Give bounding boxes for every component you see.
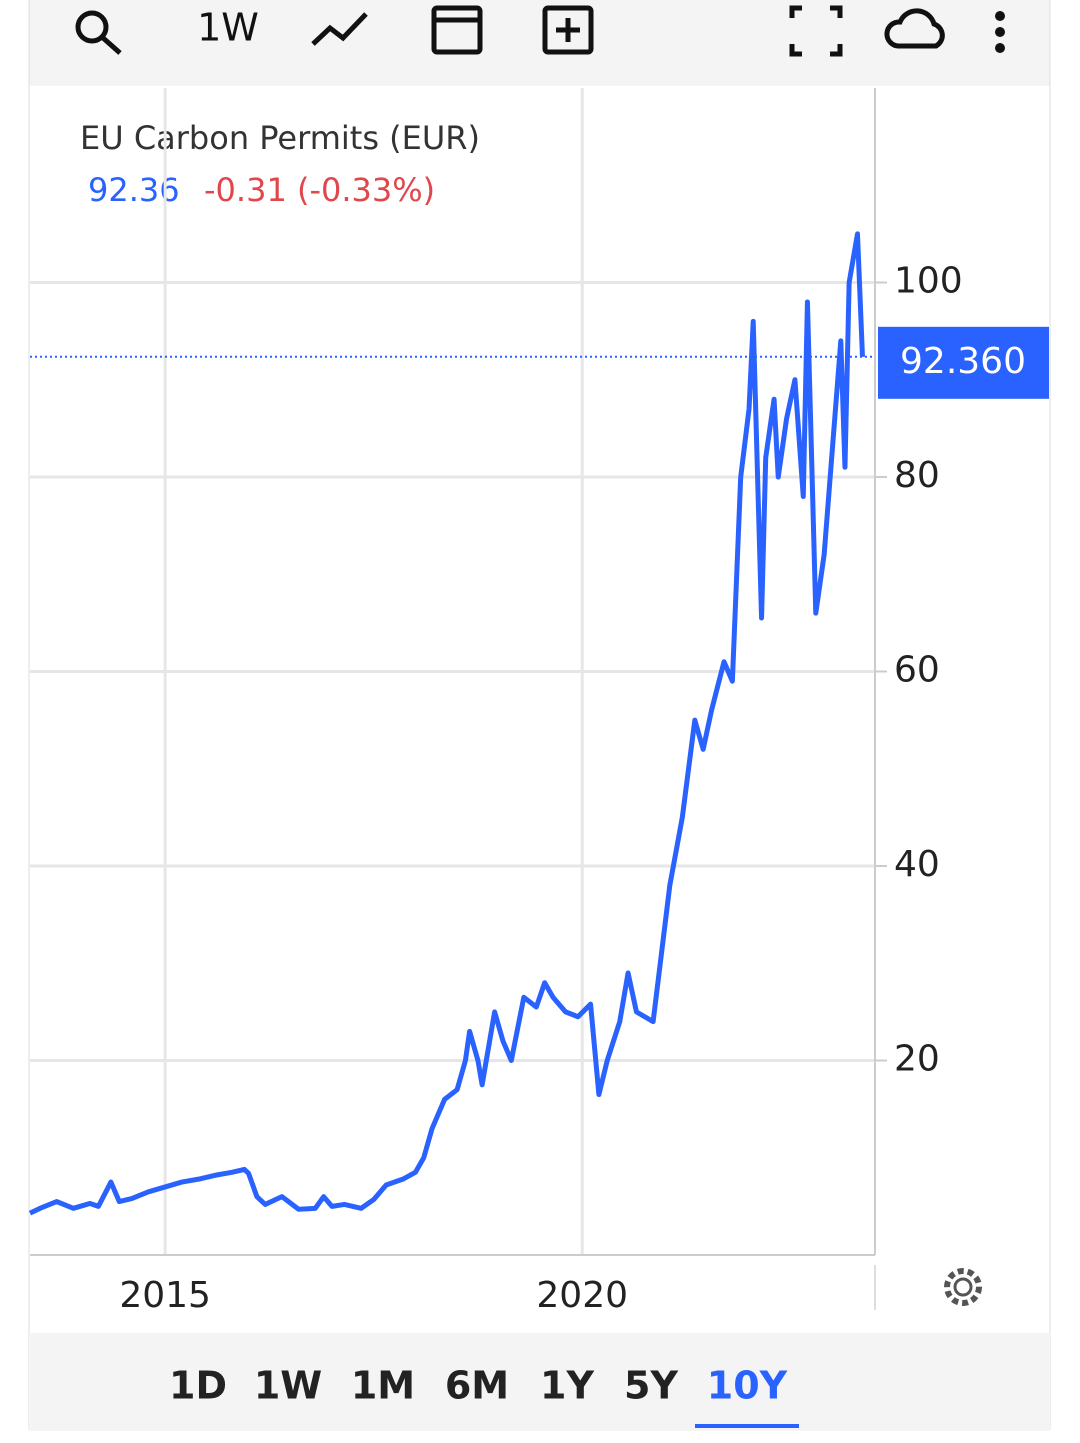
range-bar	[29, 1333, 1050, 1431]
settings-icon[interactable]	[944, 1268, 982, 1306]
cloud-icon[interactable]	[884, 8, 945, 49]
fullscreen-icon[interactable]	[789, 5, 843, 57]
range-button[interactable]: 5Y	[624, 1364, 678, 1408]
search-icon-handle	[100, 35, 122, 55]
search-icon[interactable]	[75, 10, 109, 44]
range-button[interactable]: 1Y	[540, 1364, 594, 1408]
range-button[interactable]: 10Y	[707, 1364, 788, 1408]
interval-button[interactable]: 1W	[197, 6, 259, 50]
dot	[995, 11, 1005, 21]
add-icon[interactable]	[542, 5, 594, 55]
range-underline	[695, 1424, 799, 1428]
x-tick-label: 2020	[536, 1275, 628, 1316]
gear-teeth	[944, 1268, 982, 1306]
range-button[interactable]: 6M	[445, 1364, 509, 1408]
chart-type-icon[interactable]	[311, 12, 368, 46]
y-tick-label: 40	[894, 844, 940, 885]
dot	[995, 27, 1005, 37]
toolbar	[29, 0, 1050, 86]
last-price-label: 92.360	[900, 341, 1026, 382]
last-price-box	[878, 326, 1049, 399]
more-icon[interactable]	[995, 11, 1005, 53]
y-tick-label: 100	[894, 261, 963, 302]
change: -0.31 (-0.33%)	[204, 171, 435, 209]
gear-hub	[953, 1277, 973, 1297]
toolbar-icons	[75, 5, 945, 57]
calendar-icon[interactable]	[431, 5, 483, 55]
x-tick-label: 2015	[119, 1275, 211, 1316]
range-button[interactable]: 1W	[254, 1364, 322, 1408]
y-tick-label: 60	[894, 650, 940, 691]
price-line	[28, 231, 865, 1216]
dot	[995, 43, 1005, 53]
range-button[interactable]: 1D	[169, 1364, 227, 1408]
y-tick-label: 20	[894, 1039, 940, 1080]
y-tick-label: 80	[894, 455, 940, 496]
range-button[interactable]: 1M	[351, 1364, 415, 1408]
chart-title: EU Carbon Permits (EUR)	[80, 119, 480, 157]
